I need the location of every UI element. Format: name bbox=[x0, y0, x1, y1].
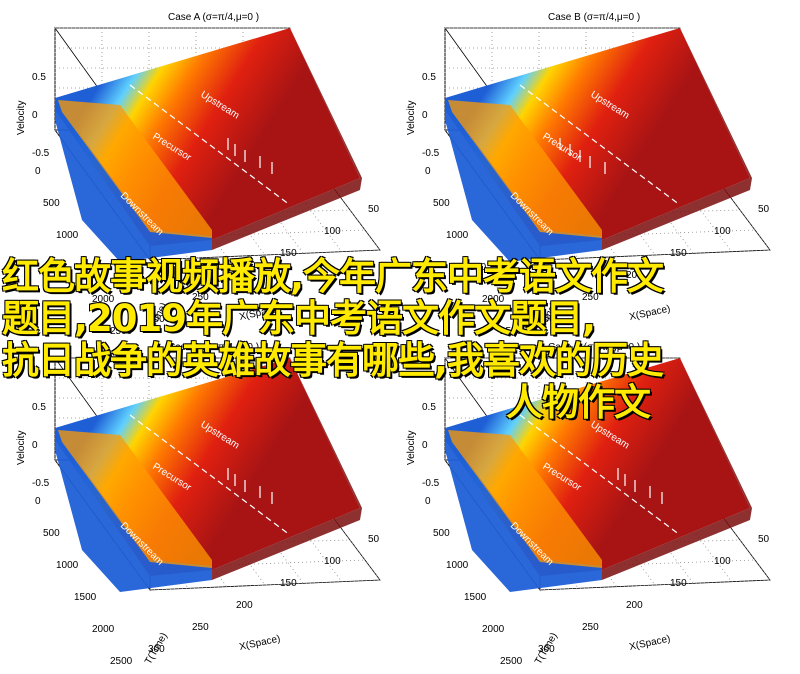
downstream-surface bbox=[55, 438, 212, 592]
grid-line bbox=[134, 559, 366, 569]
surface-edge bbox=[212, 28, 362, 250]
z-tick-label: 0 bbox=[422, 440, 428, 451]
grid-line bbox=[524, 559, 756, 569]
z-tick-label: -0.5 bbox=[422, 478, 440, 489]
front-line bbox=[129, 84, 291, 206]
t-tick-label: 2000 bbox=[92, 294, 115, 305]
t-tick-label: 2500 bbox=[500, 326, 523, 337]
x-tick-label: 250 bbox=[192, 292, 209, 303]
x-tick-label: 300 bbox=[148, 644, 165, 655]
t-tick-label: 2000 bbox=[92, 624, 115, 635]
z-tick-label: -0.5 bbox=[422, 148, 440, 159]
t-tick-label: 500 bbox=[433, 198, 450, 209]
x-tick-label: 300 bbox=[538, 644, 555, 655]
z-tick-label: -0.5 bbox=[32, 478, 50, 489]
front-line bbox=[129, 414, 291, 536]
downstream-surface bbox=[55, 108, 212, 262]
x-axis-label: X(Space) bbox=[628, 304, 671, 323]
z-axis-label: Velocity bbox=[16, 101, 27, 135]
z-tick-label: 0 bbox=[422, 110, 428, 121]
t-tick-label: 1000 bbox=[56, 230, 79, 241]
t-tick-label: 1500 bbox=[464, 262, 487, 273]
x-tick-label: 200 bbox=[626, 600, 643, 611]
x-tick-label: 50 bbox=[368, 204, 380, 215]
t-tick-label: 1500 bbox=[464, 592, 487, 603]
grid-line bbox=[524, 229, 756, 239]
t-tick-label: 1000 bbox=[446, 230, 469, 241]
z-tick-label: -0.5 bbox=[32, 148, 50, 159]
grid-line bbox=[134, 229, 366, 239]
x-axis-label: X(Space) bbox=[238, 304, 281, 323]
x-tick-label: 250 bbox=[582, 622, 599, 633]
x-tick-label: 300 bbox=[148, 314, 165, 325]
panel-title: Case B (σ=π/4,μ=0 ) bbox=[548, 342, 640, 353]
x-tick-label: 300 bbox=[538, 314, 555, 325]
t-tick-label: 2500 bbox=[110, 326, 133, 337]
z-tick-label: 0 bbox=[32, 110, 38, 121]
x-tick-label: 150 bbox=[670, 578, 687, 589]
z-axis-label: Velocity bbox=[406, 101, 417, 135]
t-tick-label: 500 bbox=[43, 198, 60, 209]
x-tick-label: 100 bbox=[324, 556, 341, 567]
x-tick-label: 100 bbox=[324, 226, 341, 237]
z-tick-label: 0 bbox=[32, 440, 38, 451]
precursor-band bbox=[448, 100, 602, 238]
precursor-band bbox=[448, 430, 602, 568]
z-tick-label: 0.5 bbox=[422, 72, 436, 83]
t-tick-label: 1000 bbox=[446, 560, 469, 571]
t-tick-label: 0 bbox=[35, 166, 41, 177]
z-tick-label: 0.5 bbox=[32, 402, 46, 413]
x-tick-label: 250 bbox=[192, 622, 209, 633]
t-tick-label: 2000 bbox=[482, 294, 505, 305]
z-tick-label: 0.5 bbox=[422, 402, 436, 413]
downstream-surface bbox=[445, 438, 602, 592]
front-line bbox=[519, 84, 681, 206]
panel-title: Case B (σ=π/4,μ=0 ) bbox=[548, 12, 640, 23]
surface-edge bbox=[212, 358, 362, 580]
x-axis-label: X(Space) bbox=[628, 634, 671, 653]
x-tick-label: 200 bbox=[236, 270, 253, 281]
t-tick-label: 2500 bbox=[110, 656, 133, 667]
x-tick-label: 250 bbox=[582, 292, 599, 303]
t-tick-label: 1000 bbox=[56, 560, 79, 571]
x-tick-label: 150 bbox=[280, 578, 297, 589]
z-axis-label: Velocity bbox=[406, 431, 417, 465]
x-tick-label: 100 bbox=[714, 556, 731, 567]
t-tick-label: 500 bbox=[433, 528, 450, 539]
precursor-band bbox=[58, 430, 212, 568]
surface-edge bbox=[602, 28, 752, 250]
x-axis-label: X(Space) bbox=[238, 634, 281, 653]
panel-title: Case A (σ=π/4,μ=0 ) bbox=[168, 342, 259, 353]
t-tick-label: 0 bbox=[425, 166, 431, 177]
surface-edge bbox=[602, 358, 752, 580]
x-tick-label: 100 bbox=[714, 226, 731, 237]
x-tick-label: 200 bbox=[626, 270, 643, 281]
precursor-band bbox=[58, 100, 212, 238]
t-tick-label: 0 bbox=[35, 496, 41, 507]
t-tick-label: 0 bbox=[425, 496, 431, 507]
z-tick-label: 0.5 bbox=[32, 72, 46, 83]
downstream-surface bbox=[445, 108, 602, 262]
x-tick-label: 150 bbox=[670, 248, 687, 259]
x-tick-label: 200 bbox=[236, 600, 253, 611]
t-tick-label: 1500 bbox=[74, 262, 97, 273]
t-tick-label: 2500 bbox=[500, 656, 523, 667]
x-tick-label: 50 bbox=[758, 204, 770, 215]
t-tick-label: 500 bbox=[43, 528, 60, 539]
front-line bbox=[519, 414, 681, 536]
panel-title: Case A (σ=π/4,μ=0 ) bbox=[168, 12, 259, 23]
t-tick-label: 2000 bbox=[482, 624, 505, 635]
x-tick-label: 50 bbox=[758, 534, 770, 545]
x-tick-label: 50 bbox=[368, 534, 380, 545]
z-axis-label: Velocity bbox=[16, 431, 27, 465]
x-tick-label: 150 bbox=[280, 248, 297, 259]
t-tick-label: 1500 bbox=[74, 592, 97, 603]
